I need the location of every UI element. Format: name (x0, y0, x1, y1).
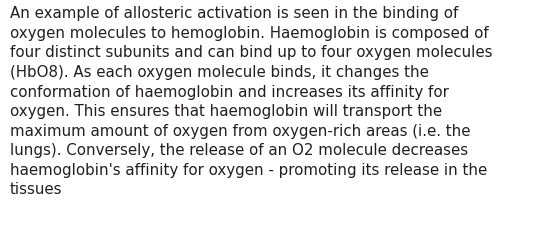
Text: An example of allosteric activation is seen in the binding of
oxygen molecules t: An example of allosteric activation is s… (10, 6, 493, 196)
